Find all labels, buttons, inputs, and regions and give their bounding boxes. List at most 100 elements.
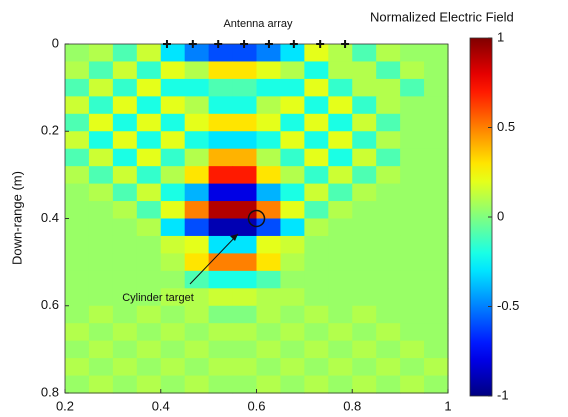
heatmap-cell <box>352 358 377 377</box>
heatmap-cell <box>376 340 401 359</box>
heatmap-cell <box>328 235 353 254</box>
heatmap-cell <box>304 61 329 80</box>
heatmap-cell <box>280 131 305 150</box>
heatmap-cell <box>352 253 377 272</box>
colorbar-title: Normalized Electric Field <box>370 9 514 24</box>
heatmap-cell <box>88 218 114 237</box>
heatmap-cell <box>352 61 377 80</box>
heatmap-cell <box>232 270 258 289</box>
heatmap-cell <box>376 96 401 115</box>
heatmap-cell <box>136 288 162 307</box>
heatmap-cell <box>304 288 329 307</box>
heatmap-cell <box>352 131 377 150</box>
heatmap-cell <box>424 323 449 342</box>
heatmap-cell <box>208 44 234 63</box>
heatmap-cell <box>352 78 377 97</box>
heatmap-cell <box>256 201 282 220</box>
heatmap-cell <box>376 323 401 342</box>
heatmap-cell <box>232 44 258 63</box>
heatmap-cell <box>88 358 114 377</box>
heatmap-cell <box>184 375 210 394</box>
heatmap-cell <box>304 201 329 220</box>
heatmap-cell <box>280 288 305 307</box>
antenna <box>341 40 350 48</box>
heatmap-cell <box>208 183 234 202</box>
heatmap-cell <box>65 61 90 80</box>
heatmap-cell <box>256 305 282 324</box>
heatmap-cell <box>280 340 305 359</box>
heatmap-cell <box>160 78 186 97</box>
heatmap-cell <box>112 78 138 97</box>
heatmap-cell <box>184 113 210 132</box>
heatmap-cell <box>328 218 353 237</box>
heatmap-cell <box>160 113 186 132</box>
heatmap-cell <box>208 235 234 254</box>
heatmap-cell <box>328 201 353 220</box>
heatmap-cell <box>400 218 425 237</box>
heatmap-cell <box>400 340 425 359</box>
heatmap-cell <box>376 78 401 97</box>
heatmap-cell <box>424 201 449 220</box>
heatmap-cell <box>232 78 258 97</box>
heatmap-cell <box>136 183 162 202</box>
heatmap-cell <box>256 131 282 150</box>
heatmap-cell <box>136 44 162 63</box>
heatmap-cell <box>232 323 258 342</box>
heatmap-cell <box>65 340 90 359</box>
heatmap-cell <box>136 270 162 289</box>
heatmap-cell <box>376 218 401 237</box>
heatmap-cell <box>184 218 210 237</box>
heatmap-cell <box>376 148 401 167</box>
heatmap-cell <box>400 61 425 80</box>
heatmap-cell <box>304 166 329 185</box>
heatmap-cell <box>136 253 162 272</box>
heatmap-cell <box>352 270 377 289</box>
colorbar-tick-label: 1 <box>497 29 504 44</box>
heatmap-cell <box>112 61 138 80</box>
heatmap-cell <box>65 148 90 167</box>
heatmap-cell <box>65 44 90 63</box>
heatmap-cell <box>65 323 90 342</box>
heatmap-cell <box>232 61 258 80</box>
y-tick-label: 0 <box>52 35 59 50</box>
heatmap-cell <box>352 340 377 359</box>
heatmap-cell <box>232 96 258 115</box>
heatmap-cell <box>184 183 210 202</box>
heatmap-cell <box>208 78 234 97</box>
heatmap-cell <box>376 201 401 220</box>
heatmap-cell <box>304 323 329 342</box>
heatmap-cell <box>88 340 114 359</box>
heatmap-cell <box>112 270 138 289</box>
antenna <box>264 40 273 48</box>
heatmap-cell <box>352 96 377 115</box>
heatmap-cell <box>400 305 425 324</box>
heatmap-cell <box>88 166 114 185</box>
heatmap-cell <box>112 44 138 63</box>
annotation-arrow <box>189 233 239 285</box>
heatmap-cell <box>304 78 329 97</box>
x-tick-label: 0.8 <box>343 398 361 413</box>
heatmap-cell <box>160 340 186 359</box>
heatmap-cell <box>65 131 90 150</box>
heatmap-cell <box>88 113 114 132</box>
heatmap-cell <box>304 96 329 115</box>
heatmap-cell <box>136 375 162 394</box>
heatmap-cell <box>65 270 90 289</box>
heatmap-cell <box>256 323 282 342</box>
heatmap-cell <box>376 131 401 150</box>
heatmap-cell <box>88 253 114 272</box>
heatmap-cell <box>400 44 425 63</box>
heatmap-cell <box>112 218 138 237</box>
heatmap-cell <box>304 340 329 359</box>
heatmap-cell <box>304 44 329 63</box>
heatmap-cell <box>88 78 114 97</box>
heatmap-cell <box>65 78 90 97</box>
heatmap-cell <box>376 166 401 185</box>
heatmap-cell <box>65 288 90 307</box>
heatmap-cell <box>232 288 258 307</box>
heatmap-cell <box>328 166 353 185</box>
heatmap-cell <box>136 113 162 132</box>
heatmap-cell <box>160 253 186 272</box>
heatmap-cell <box>328 375 353 394</box>
heatmap-cell <box>160 131 186 150</box>
